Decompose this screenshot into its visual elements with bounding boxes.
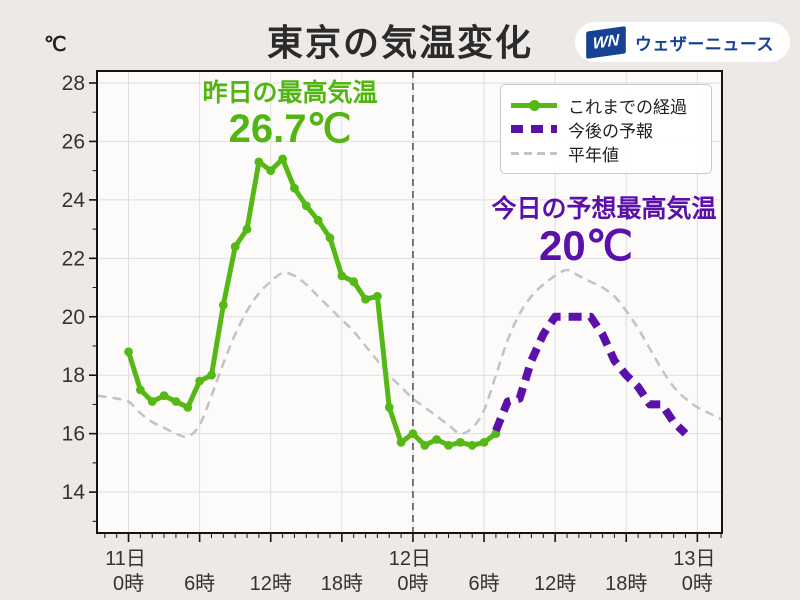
plot-border — [96, 70, 723, 534]
x-tick-hour-label: 18時 — [321, 572, 363, 595]
yesterday-max-value: 26.7℃ — [228, 106, 352, 151]
legend-line-past-icon — [511, 99, 557, 111]
x-tick-hour-label: 0時 — [397, 572, 428, 595]
series-dashed_thick — [492, 312, 689, 437]
data-point-marker — [290, 183, 299, 193]
y-tick-label: 18 — [62, 364, 85, 387]
wn-logo-icon: WN — [586, 25, 626, 59]
data-point-marker — [408, 429, 418, 439]
legend-label: 平年値 — [568, 145, 619, 165]
data-point-marker — [266, 166, 276, 176]
legend-item-forecast: 今後の予報 — [511, 117, 705, 141]
y-tick-label: 16 — [62, 423, 85, 446]
x-tick-hour-label: 6時 — [468, 572, 499, 595]
yesterday-max-label: 昨日の最高気温 — [202, 79, 378, 107]
legend-label: 今後の予報 — [568, 121, 653, 141]
y-tick-label: 20 — [62, 306, 85, 329]
data-point-marker — [313, 215, 323, 225]
data-point-marker — [171, 397, 181, 406]
data-point-marker — [337, 271, 347, 281]
x-tick-day-label: 13日 — [673, 548, 715, 570]
today-forecast-max-annotation: 今日の予想最高気温 20℃ — [475, 195, 733, 268]
data-point-marker — [455, 438, 465, 447]
data-point-marker — [254, 157, 264, 167]
x-tick-hour-label: 18時 — [605, 572, 647, 595]
data-point-marker — [384, 402, 394, 412]
y-tick-label: 24 — [62, 189, 86, 212]
y-tick-label: 28 — [62, 72, 85, 95]
data-point-marker — [230, 242, 240, 252]
data-point-marker — [420, 440, 430, 450]
weathernews-logo: WN ウェザーニュース — [574, 22, 790, 62]
series-dashed_thin — [97, 268, 722, 439]
chart-legend: これまでの経過 今後の予報 平年値 — [500, 84, 712, 174]
data-point-marker — [444, 440, 453, 450]
data-point-marker — [183, 402, 193, 412]
y-tick-label: 14 — [62, 481, 86, 504]
page-title: 東京の気温変化 — [266, 22, 533, 63]
legend-line-forecast-icon — [511, 123, 557, 135]
y-tick-label: 22 — [62, 247, 85, 270]
legend-label: これまでの経過 — [568, 97, 687, 117]
data-point-marker — [147, 397, 157, 406]
legend-line-normal-icon — [511, 147, 557, 159]
y-tick-label: 26 — [62, 130, 85, 153]
data-point-marker — [207, 370, 216, 380]
data-point-marker — [159, 391, 169, 401]
data-point-marker — [218, 300, 228, 310]
y-axis-unit-label: ℃ — [44, 34, 67, 56]
x-tick-hour-label: 12時 — [534, 572, 576, 595]
data-point-marker — [396, 438, 406, 447]
logo-text: ウェザーニュース — [634, 34, 774, 54]
yesterday-max-annotation: 昨日の最高気温 26.7℃ — [168, 79, 412, 151]
data-point-marker — [479, 438, 489, 447]
data-point-marker — [349, 277, 359, 287]
data-point-marker — [432, 435, 442, 444]
x-tick-day-label: 11日 — [105, 548, 146, 570]
data-point-marker — [124, 347, 133, 357]
x-tick-day-label: 12日 — [389, 548, 431, 570]
x-tick-hour-label: 0時 — [682, 572, 713, 595]
today-forecast-max-value: 20℃ — [539, 221, 633, 269]
data-point-marker — [195, 376, 205, 386]
data-point-marker — [325, 233, 335, 243]
data-point-marker — [242, 224, 252, 234]
legend-item-past: これまでの経過 — [511, 93, 705, 117]
today-forecast-max-label: 今日の予想最高気温 — [491, 195, 717, 223]
data-point-marker — [372, 291, 382, 301]
data-point-marker — [135, 385, 145, 395]
data-point-marker — [361, 294, 370, 304]
x-tick-hour-label: 0時 — [113, 572, 144, 595]
data-point-marker — [278, 154, 287, 164]
legend-item-normal: 平年値 — [511, 141, 705, 165]
x-tick-hour-label: 12時 — [250, 572, 292, 595]
x-tick-hour-label: 6時 — [184, 572, 215, 595]
data-point-marker — [467, 440, 477, 450]
data-point-marker — [301, 201, 311, 211]
